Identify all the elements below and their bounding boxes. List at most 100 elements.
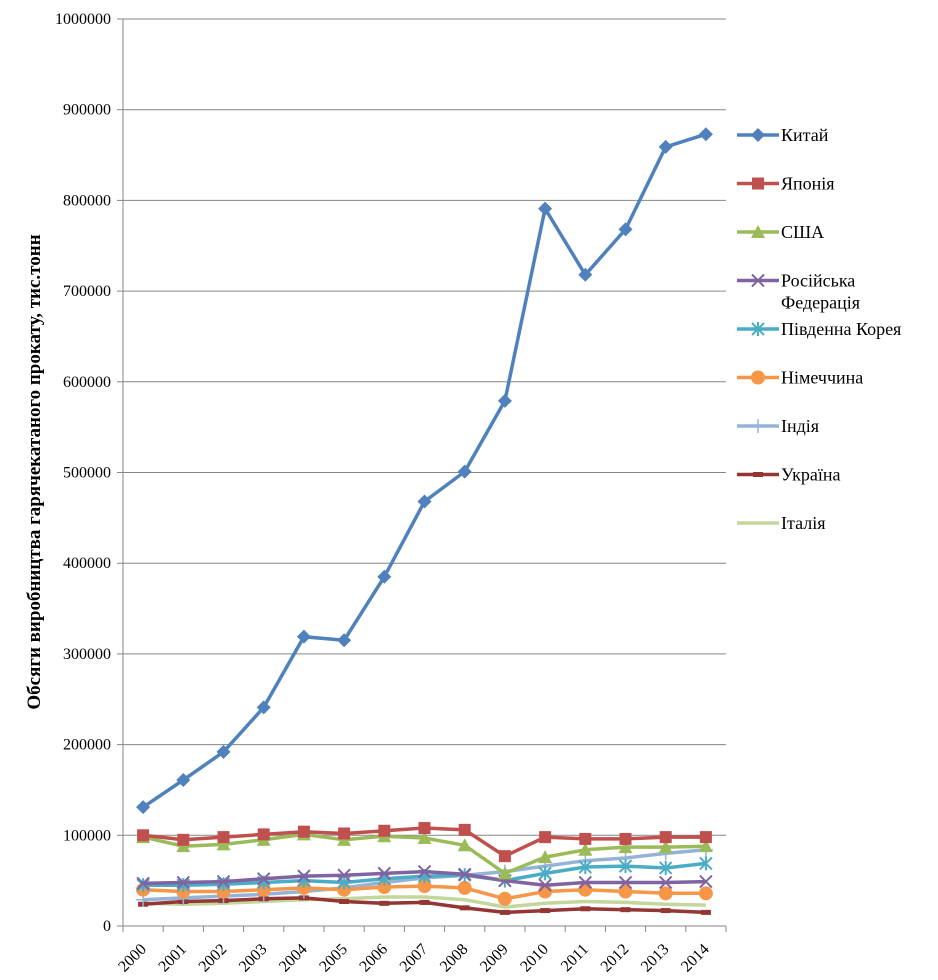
series-group (136, 127, 713, 915)
legend-item: Італія (737, 513, 826, 533)
legend-marker (751, 419, 765, 433)
data-point (417, 879, 432, 894)
x-tick-label: 2009 (477, 941, 512, 976)
gridlines (117, 18, 726, 927)
data-point (419, 899, 430, 905)
data-point (538, 878, 552, 892)
x-tick-label: 2007 (397, 941, 432, 976)
series-line (143, 895, 706, 909)
data-point (377, 866, 392, 881)
data-point (338, 827, 351, 840)
y-tick-label: 1000000 (55, 11, 111, 28)
legend-label: Індія (781, 416, 819, 436)
data-point (538, 201, 553, 216)
legend-label: США (781, 222, 824, 242)
legend-item: Південна Корея (737, 319, 901, 339)
y-tick-label: 500000 (63, 465, 111, 482)
y-tick-label: 800000 (63, 192, 111, 209)
legend-item: Китай (737, 125, 829, 145)
data-point (660, 908, 671, 914)
data-point (216, 874, 231, 889)
data-point (497, 891, 512, 906)
legend-label: Федерація (781, 293, 860, 313)
data-point (539, 831, 552, 844)
data-point (497, 393, 512, 408)
data-point (579, 832, 592, 845)
x-tick-label: 2001 (155, 941, 190, 976)
data-point (700, 909, 711, 915)
y-tick-label: 900000 (63, 102, 111, 119)
data-point (497, 866, 512, 880)
data-point (417, 494, 432, 509)
x-tick-label: 2005 (316, 941, 351, 976)
x-tick-label: 2006 (356, 941, 391, 976)
data-point (618, 840, 633, 854)
data-point (698, 127, 713, 142)
y-tick-label: 400000 (63, 555, 111, 572)
x-tick-label: 2010 (517, 941, 552, 976)
x-tick-label: 2000 (115, 941, 150, 976)
data-point (459, 905, 470, 911)
data-point (658, 875, 673, 890)
data-point (216, 744, 231, 759)
data-point (257, 828, 270, 841)
data-point (659, 831, 672, 844)
data-point (620, 907, 631, 913)
data-point (417, 831, 432, 845)
legend-marker (751, 128, 765, 142)
legend-marker (752, 177, 764, 190)
data-point (377, 569, 392, 584)
legend-item: Україна (737, 465, 841, 485)
data-point (136, 878, 150, 893)
data-point (337, 633, 352, 648)
data-point (699, 856, 713, 871)
data-point (176, 772, 191, 787)
data-point (580, 906, 591, 912)
x-tick-labels: 2000 2001 2002 2003 2004 2005 2006 2007 2008 2009… (115, 941, 712, 976)
axes (122, 19, 727, 932)
data-point (498, 850, 511, 863)
x-tick-label: 2003 (236, 941, 271, 976)
data-point (698, 839, 713, 853)
data-point (296, 629, 311, 644)
data-point (457, 838, 472, 852)
legend-item: Індія (737, 416, 819, 436)
data-point (337, 868, 351, 882)
data-point (658, 840, 673, 854)
x-tick-label: 2013 (638, 941, 673, 976)
x-tick-label: 2002 (196, 941, 231, 976)
data-point (658, 886, 673, 901)
data-point (619, 832, 632, 845)
y-tick-label: 0 (103, 918, 111, 935)
data-point (137, 829, 150, 842)
data-point (176, 875, 191, 890)
x-tick-label: 2014 (678, 941, 713, 976)
legend-marker (751, 225, 765, 238)
data-point (457, 464, 472, 479)
data-point (217, 831, 230, 844)
data-point (658, 139, 673, 154)
data-point (256, 872, 271, 886)
legend-item: Німеччина (737, 368, 863, 388)
legend-label: Південна Корея (781, 319, 901, 339)
y-tick-label: 300000 (63, 646, 111, 663)
series-2 (137, 822, 712, 863)
y-tick-label: 600000 (63, 374, 111, 391)
data-point (457, 880, 472, 895)
y-tick-label: 700000 (63, 283, 111, 300)
legend-label: Японія (781, 174, 835, 194)
y-tick-label: 200000 (63, 737, 111, 754)
x-tick-label: 2012 (598, 941, 633, 976)
data-point (578, 860, 593, 875)
legend-item: США (737, 222, 824, 242)
x-tick-label: 2004 (276, 941, 311, 976)
data-point (378, 824, 391, 837)
data-point (457, 867, 472, 882)
data-point (538, 866, 552, 881)
data-point (216, 837, 231, 851)
data-point (618, 875, 633, 890)
data-point (618, 884, 633, 899)
data-point (499, 909, 510, 915)
